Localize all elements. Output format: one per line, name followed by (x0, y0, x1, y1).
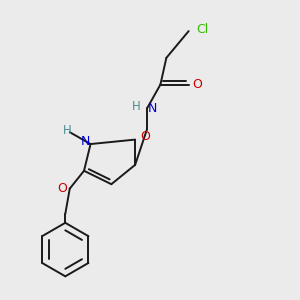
Text: O: O (140, 130, 150, 143)
Text: N: N (148, 102, 157, 115)
Text: O: O (57, 182, 67, 194)
Text: H: H (132, 100, 140, 113)
Text: O: O (192, 78, 202, 91)
Text: Cl: Cl (196, 23, 208, 36)
Text: N: N (81, 135, 90, 148)
Text: H: H (62, 124, 71, 137)
